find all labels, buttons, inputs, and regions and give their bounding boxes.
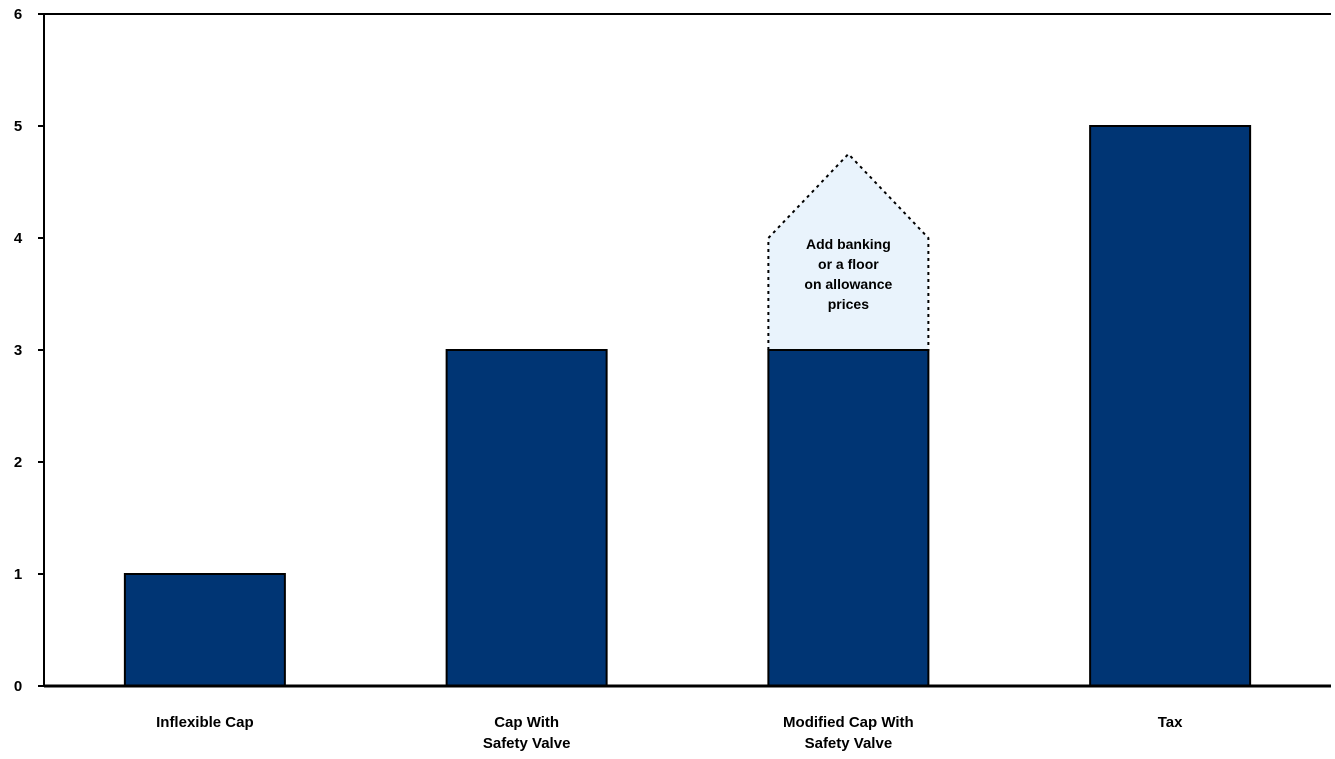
category-label: Safety Valve xyxy=(483,735,571,752)
annotation-arrow-shape xyxy=(767,152,930,351)
y-ticks-group: 0 1 2 3 4 5 6 xyxy=(14,6,44,695)
y-tick-label: 1 xyxy=(14,566,22,583)
bar xyxy=(767,349,930,687)
annotation-text-line: prices xyxy=(828,296,869,312)
bar xyxy=(445,349,608,687)
y-tick-label: 6 xyxy=(14,6,22,23)
x-labels-group: Inflexible Cap Cap With Safety Valve Modifi… xyxy=(156,714,1183,752)
category-label: Inflexible Cap xyxy=(156,714,254,731)
annotation-text-line: on allowance xyxy=(804,276,892,292)
y-tick-label: 0 xyxy=(14,678,22,695)
bars-group xyxy=(123,125,1252,687)
y-tick-label: 4 xyxy=(14,230,23,247)
annotation-text-line: or a floor xyxy=(818,256,879,272)
bar xyxy=(123,573,286,687)
y-tick-label: 5 xyxy=(14,118,22,135)
category-label: Safety Valve xyxy=(805,735,893,752)
annotation-text-line: Add banking xyxy=(806,236,891,252)
category-label: Modified Cap With xyxy=(783,714,914,731)
y-tick-label: 3 xyxy=(14,342,22,359)
bar xyxy=(1089,125,1252,687)
category-label: Cap With xyxy=(494,714,559,731)
y-tick-label: 2 xyxy=(14,454,22,471)
annotation-group: Add banking or a floor on allowance prices xyxy=(767,152,930,351)
category-label: Tax xyxy=(1158,714,1183,731)
